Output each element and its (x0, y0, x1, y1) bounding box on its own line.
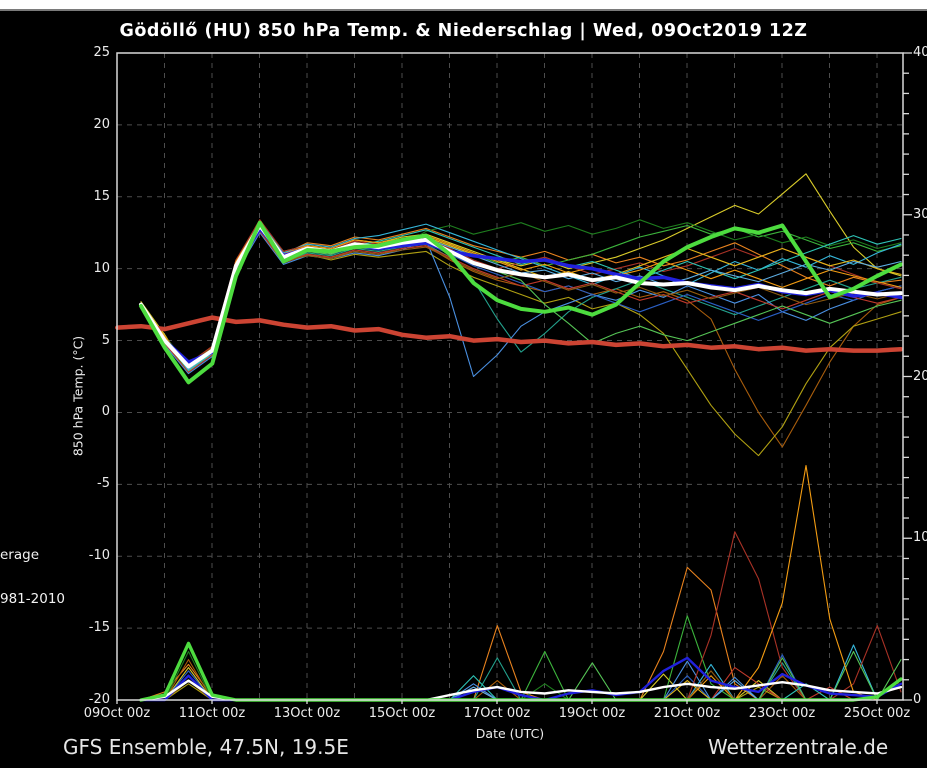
bottom-axis-tick-label: 21Oct 00z (653, 706, 721, 721)
right-axis-tick-label: 20 (913, 368, 927, 384)
left-axis-tick-label: 15 (93, 188, 110, 204)
bottom-axis-tick-label: 17Oct 00z (463, 706, 531, 721)
chart-title: Gödöllő (HU) 850 hPa Temp. & Niederschla… (119, 21, 808, 41)
right-axis-tick-label: 10 (913, 530, 927, 546)
left-axis-tick-label: -20 (88, 692, 110, 707)
bottom-axis-tick-label: 23Oct 00z (748, 706, 816, 721)
left-axis-tick-label: 20 (93, 116, 110, 132)
plot-border (116, 52, 904, 701)
footer-branding: Wetterzentrale.de (708, 735, 889, 759)
right-axis-tick-label: 0 (913, 692, 922, 707)
left-axis-tick-label: -5 (97, 476, 110, 492)
left-axis-tick-label: 10 (93, 260, 110, 276)
series-operational-run-temp (139, 220, 903, 385)
left-axis-tick-label: -10 (88, 548, 110, 564)
series-member-11-precip (140, 531, 902, 701)
legend-fragment-climate-1981-2010: 981-2010 (0, 591, 65, 607)
series-member-02-temp (140, 230, 902, 448)
series-climate-average-1981-2010 (115, 315, 904, 353)
bottom-axis-tick-label: 09Oct 00z (83, 706, 151, 721)
series-member-12-temp (140, 230, 902, 373)
footer-model-location: GFS Ensemble, 47.5N, 19.5E (63, 735, 349, 759)
left-axis-tick-label: -15 (88, 620, 110, 636)
bottom-axis-tick-label: 25Oct 00z (843, 706, 911, 721)
top-strip-edge (0, 9, 927, 11)
bottom-axis-tick-label: 13Oct 00z (273, 706, 341, 721)
left-axis-tick-label: 0 (101, 404, 110, 420)
left-axis-tick-label: 5 (101, 332, 110, 348)
top-white-strip (0, 0, 927, 9)
y-axis-title: 850 hPa Temp. (°C) (70, 335, 86, 457)
series-member-15-precip (140, 675, 902, 701)
bottom-axis-tick-label: 11Oct 00z (178, 706, 246, 721)
legend-fragment-average: erage (0, 547, 40, 563)
series-member-08-temp (140, 220, 902, 367)
bottom-axis-tick-label: 19Oct 00z (558, 706, 626, 721)
left-axis-tick-label: 25 (93, 45, 110, 60)
series-member-09-temp (140, 232, 902, 378)
x-axis-title: Date (UTC) (475, 726, 545, 741)
bottom-axis-tick-label: 15Oct 00z (368, 706, 436, 721)
right-axis-tick-label: 40 (913, 45, 927, 60)
right-axis-tick-label: 30 (913, 206, 927, 222)
